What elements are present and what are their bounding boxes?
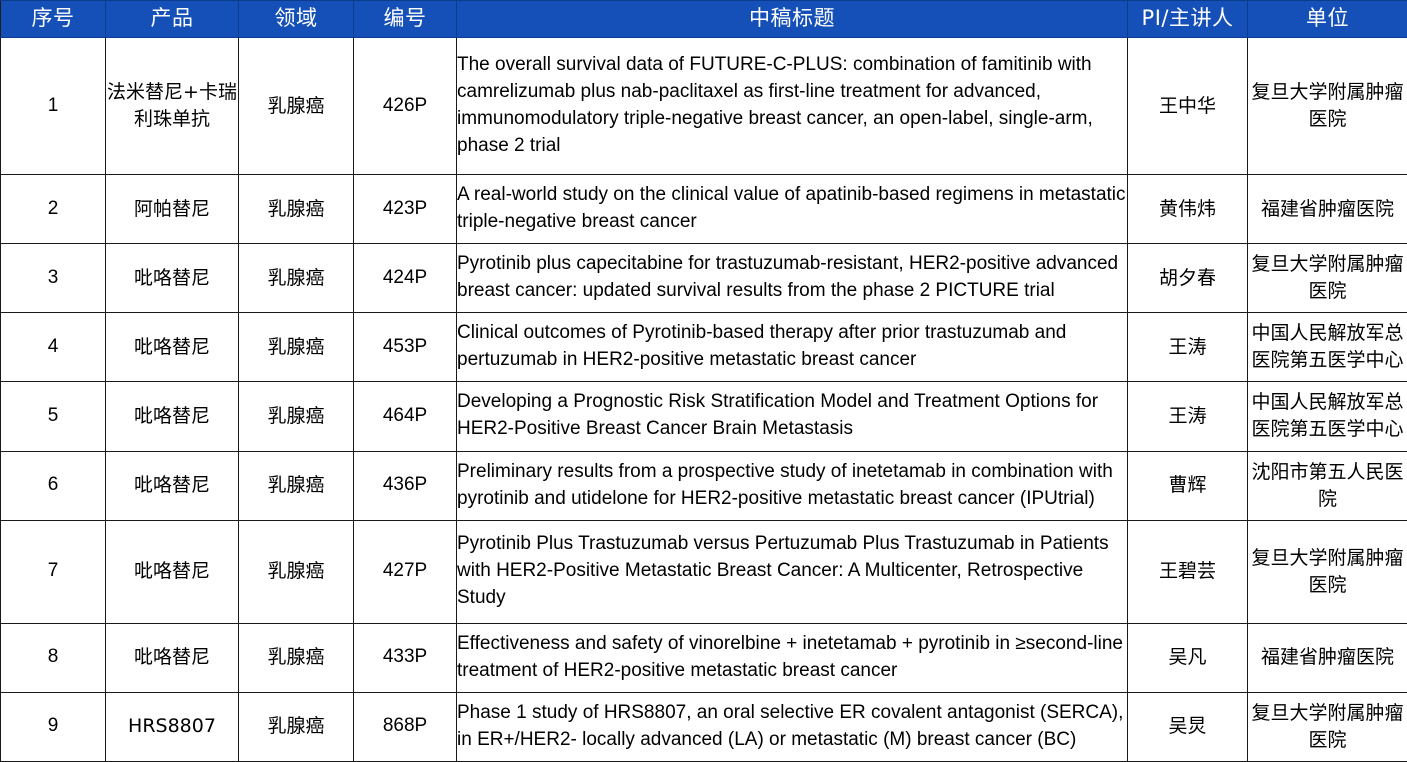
- cell-code: 433P: [353, 622, 457, 693]
- cell-unit: 复旦大学附属肿瘤医院: [1247, 691, 1407, 762]
- cell-unit: 复旦大学附属肿瘤医院: [1247, 37, 1407, 175]
- table-row: 3 吡咯替尼 乳腺癌 424P Pyrotinib plus capecitabine …: [0, 243, 1407, 314]
- cell-pi: 吴炅: [1127, 691, 1248, 762]
- cell-pi: 王中华: [1127, 37, 1248, 175]
- cell-seq: 4: [0, 312, 106, 383]
- cell-product: 法米替尼+卡瑞利珠单抗: [105, 37, 239, 175]
- cell-pi: 吴凡: [1127, 622, 1248, 693]
- cell-product: 吡咯替尼: [105, 312, 239, 383]
- column-header-product: 产品: [105, 0, 239, 38]
- cell-title: Clinical outcomes of Pyrotinib-based the…: [456, 312, 1128, 383]
- table-row: 7 吡咯替尼 乳腺癌 427P Pyrotinib Plus Trastuzumab v…: [0, 519, 1407, 624]
- cell-code: 423P: [353, 173, 457, 245]
- cell-pi: 曹辉: [1127, 450, 1248, 521]
- cell-product: 阿帕替尼: [105, 173, 239, 245]
- cell-seq: 9: [0, 691, 106, 762]
- cell-pi: 王碧芸: [1127, 519, 1248, 624]
- table-row: 5 吡咯替尼 乳腺癌 464P Developing a Prognostic Risk…: [0, 381, 1407, 452]
- table-row: 1 法米替尼+卡瑞利珠单抗 乳腺癌 426P The overall survival …: [0, 37, 1407, 175]
- cell-pi: 黄伟炜: [1127, 173, 1248, 245]
- cell-field: 乳腺癌: [238, 381, 354, 452]
- cell-unit: 中国人民解放军总医院第五医学中心: [1247, 381, 1407, 452]
- cell-field: 乳腺癌: [238, 243, 354, 314]
- cell-code: 453P: [353, 312, 457, 383]
- cell-seq: 5: [0, 381, 106, 452]
- cell-pi: 胡夕春: [1127, 243, 1248, 314]
- cell-field: 乳腺癌: [238, 312, 354, 383]
- column-header-pi: PI/主讲人: [1127, 0, 1248, 38]
- column-header-title: 中稿标题: [456, 0, 1128, 38]
- cell-unit: 福建省肿瘤医院: [1247, 173, 1407, 245]
- cell-unit: 复旦大学附属肿瘤医院: [1247, 519, 1407, 624]
- cell-unit: 中国人民解放军总医院第五医学中心: [1247, 312, 1407, 383]
- cell-unit: 沈阳市第五人民医院: [1247, 450, 1407, 521]
- cell-seq: 2: [0, 173, 106, 245]
- column-header-unit: 单位: [1247, 0, 1407, 38]
- cell-title: Pyrotinib plus capecitabine for trastuzu…: [456, 243, 1128, 314]
- cell-field: 乳腺癌: [238, 691, 354, 762]
- table-header: 序号 产品 领域 编号 中稿标题 PI/主讲人 单位: [0, 0, 1407, 38]
- cell-product: 吡咯替尼: [105, 519, 239, 624]
- table-header-row: 序号 产品 领域 编号 中稿标题 PI/主讲人 单位: [0, 0, 1407, 38]
- cell-product: 吡咯替尼: [105, 381, 239, 452]
- cell-seq: 1: [0, 37, 106, 175]
- cell-field: 乳腺癌: [238, 450, 354, 521]
- cell-unit: 福建省肿瘤医院: [1247, 622, 1407, 693]
- cell-title: Pyrotinib Plus Trastuzumab versus Pertuz…: [456, 519, 1128, 624]
- cell-unit: 复旦大学附属肿瘤医院: [1247, 243, 1407, 314]
- column-header-seq: 序号: [0, 0, 106, 38]
- cell-product: HRS8807: [105, 691, 239, 762]
- table-row: 6 吡咯替尼 乳腺癌 436P Preliminary results from a p…: [0, 450, 1407, 521]
- table-row: 8 吡咯替尼 乳腺癌 433P Effectiveness and safety of …: [0, 622, 1407, 693]
- cell-code: 426P: [353, 37, 457, 175]
- cell-title: A real-world study on the clinical value…: [456, 173, 1128, 245]
- cell-product: 吡咯替尼: [105, 243, 239, 314]
- table-row: 2 阿帕替尼 乳腺癌 423P A real-world study on the cl…: [0, 173, 1407, 245]
- cell-title: Effectiveness and safety of vinorelbine …: [456, 622, 1128, 693]
- cell-seq: 6: [0, 450, 106, 521]
- table-row: 9 HRS8807 乳腺癌 868P Phase 1 study of HRS8807,…: [0, 691, 1407, 762]
- cell-code: 424P: [353, 243, 457, 314]
- table-row: 4 吡咯替尼 乳腺癌 453P Clinical outcomes of Pyrotin…: [0, 312, 1407, 383]
- cell-code: 464P: [353, 381, 457, 452]
- cell-pi: 王涛: [1127, 381, 1248, 452]
- cell-code: 436P: [353, 450, 457, 521]
- column-header-field: 领域: [238, 0, 354, 38]
- cell-seq: 8: [0, 622, 106, 693]
- cell-pi: 王涛: [1127, 312, 1248, 383]
- cell-code: 427P: [353, 519, 457, 624]
- cell-title: Preliminary results from a prospective s…: [456, 450, 1128, 521]
- cell-field: 乳腺癌: [238, 622, 354, 693]
- table-body: 1 法米替尼+卡瑞利珠单抗 乳腺癌 426P The overall survival …: [0, 37, 1407, 762]
- cell-field: 乳腺癌: [238, 173, 354, 245]
- cell-product: 吡咯替尼: [105, 450, 239, 521]
- cell-title: The overall survival data of FUTURE-C-PL…: [456, 37, 1128, 175]
- cell-seq: 3: [0, 243, 106, 314]
- cell-seq: 7: [0, 519, 106, 624]
- cell-title: Developing a Prognostic Risk Stratificat…: [456, 381, 1128, 452]
- column-header-code: 编号: [353, 0, 457, 38]
- cell-product: 吡咯替尼: [105, 622, 239, 693]
- cell-field: 乳腺癌: [238, 37, 354, 175]
- cell-field: 乳腺癌: [238, 519, 354, 624]
- cell-code: 868P: [353, 691, 457, 762]
- cell-title: Phase 1 study of HRS8807, an oral select…: [456, 691, 1128, 762]
